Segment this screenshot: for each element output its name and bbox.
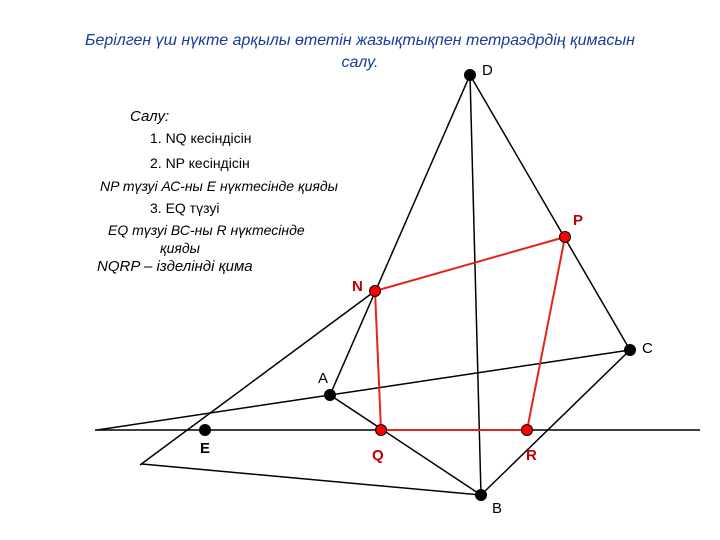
tetrahedron-diagram bbox=[0, 0, 720, 540]
point-N bbox=[370, 286, 381, 297]
label-C: С bbox=[642, 340, 653, 357]
label-A: А bbox=[318, 370, 328, 387]
label-N: N bbox=[352, 278, 363, 295]
point-B bbox=[476, 490, 487, 501]
point-Q bbox=[376, 425, 387, 436]
vertex-points bbox=[200, 70, 636, 501]
point-C bbox=[625, 345, 636, 356]
label-D: D bbox=[482, 62, 493, 79]
label-R: R bbox=[526, 447, 537, 464]
point-D bbox=[465, 70, 476, 81]
label-P: P bbox=[573, 212, 583, 229]
point-E bbox=[200, 425, 211, 436]
point-R bbox=[522, 425, 533, 436]
label-B: B bbox=[492, 500, 502, 517]
label-E: Е bbox=[200, 440, 210, 457]
point-A bbox=[325, 390, 336, 401]
label-Q: Q bbox=[372, 447, 384, 464]
point-P bbox=[560, 232, 571, 243]
red-section bbox=[375, 237, 565, 430]
